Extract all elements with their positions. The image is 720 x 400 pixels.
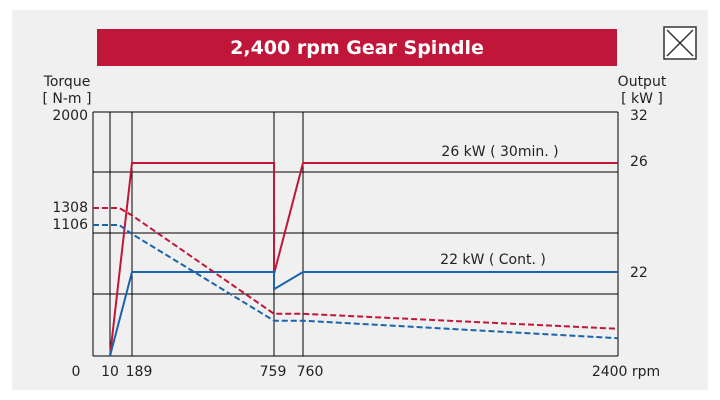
plot-area [93,112,618,356]
torque-30min-line [93,207,619,330]
y-right-tick-32: 32 [630,108,648,124]
annotation-26kw-30min: 26 kW ( 30min. ) [441,144,558,160]
close-icon [663,26,697,60]
y-right-tick-22: 22 [630,265,648,281]
annotation-22kw-cont: 22 kW ( Cont. ) [440,252,546,268]
x-tick-10: 10 [101,364,119,380]
right-axis-unit: [ kW ] [621,91,663,107]
right-axis-title: Output [618,74,667,90]
x-tick-2400: 2400 rpm [592,364,660,380]
chart-title: 2,400 rpm Gear Spindle [97,29,617,66]
y-left-tick-1106: 1106 [52,217,88,233]
x-tick-0: 0 [72,364,81,380]
x-tick-759: 759 [260,364,287,380]
left-axis-title: Torque [43,74,91,90]
output-30min-line [109,162,618,357]
y-left-tick-1308: 1308 [52,200,88,216]
left-axis-unit: [ N-m ] [43,91,92,107]
torque-cont-line [93,224,619,340]
y-left-tick-2000: 2000 [52,108,88,124]
x-tick-189: 189 [126,364,153,380]
output-cont-line [109,271,618,357]
close-button[interactable] [663,26,697,60]
y-right-tick-26: 26 [630,154,648,170]
x-tick-760: 760 [297,364,324,380]
